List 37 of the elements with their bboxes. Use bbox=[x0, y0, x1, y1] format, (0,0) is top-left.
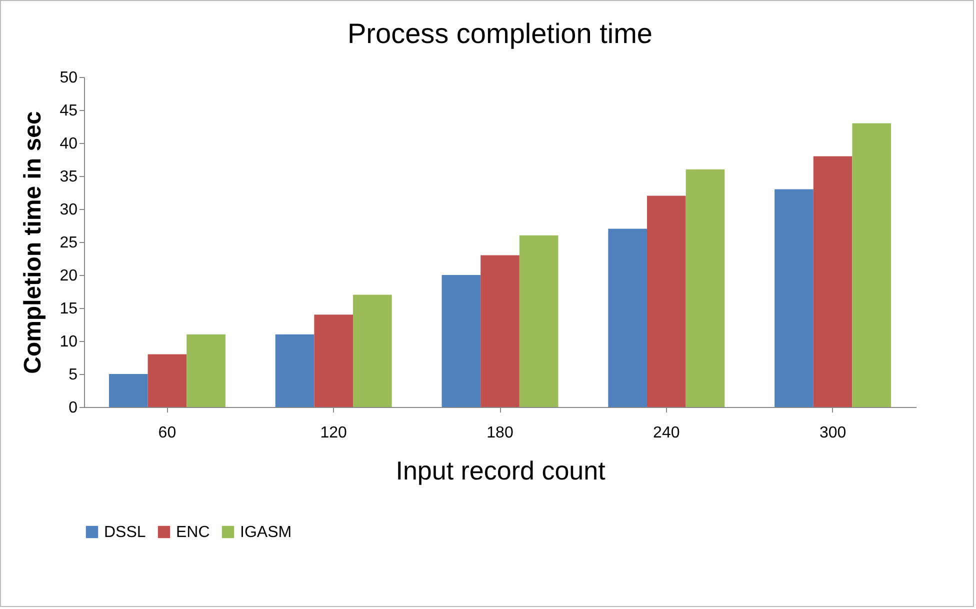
bar bbox=[442, 275, 481, 407]
y-tick-label: 10 bbox=[60, 334, 78, 350]
x-tick-label: 300 bbox=[819, 424, 846, 442]
y-tick-label: 5 bbox=[68, 366, 78, 384]
bar bbox=[353, 294, 392, 407]
bar bbox=[813, 156, 852, 407]
x-tick-label: 180 bbox=[486, 424, 514, 442]
bar bbox=[608, 228, 647, 407]
y-tick-label: 35 bbox=[60, 168, 78, 186]
bar bbox=[774, 189, 814, 407]
bar bbox=[275, 334, 314, 407]
y-tick-label: 0 bbox=[68, 400, 78, 416]
y-axis-title: Completion time in sec bbox=[20, 111, 47, 374]
y-tick-label: 15 bbox=[60, 300, 78, 318]
y-tick-label: 30 bbox=[60, 202, 78, 218]
y-tick-label: 20 bbox=[60, 268, 78, 284]
y-tick-label: 25 bbox=[60, 234, 78, 252]
bar bbox=[852, 123, 892, 407]
bar bbox=[314, 314, 354, 407]
x-tick-label: 240 bbox=[653, 424, 680, 442]
x-axis-title: Input record count bbox=[396, 456, 606, 486]
legend-label: ENC bbox=[176, 524, 210, 541]
bar bbox=[480, 255, 520, 407]
y-tick-label: 50 bbox=[60, 70, 78, 86]
y-tick-label: 40 bbox=[60, 136, 78, 152]
bar bbox=[686, 169, 725, 407]
bar bbox=[148, 354, 187, 407]
bar bbox=[186, 334, 226, 407]
bar bbox=[519, 235, 558, 407]
legend-label: DSSL bbox=[104, 524, 146, 541]
bar bbox=[108, 374, 148, 407]
bar bbox=[646, 196, 686, 407]
chart-title: Process completion time bbox=[347, 18, 653, 49]
x-tick-label: 60 bbox=[158, 424, 176, 442]
y-tick-label: 45 bbox=[60, 102, 78, 120]
legend-label: IGASM bbox=[240, 524, 292, 541]
x-tick-label: 120 bbox=[320, 424, 348, 442]
